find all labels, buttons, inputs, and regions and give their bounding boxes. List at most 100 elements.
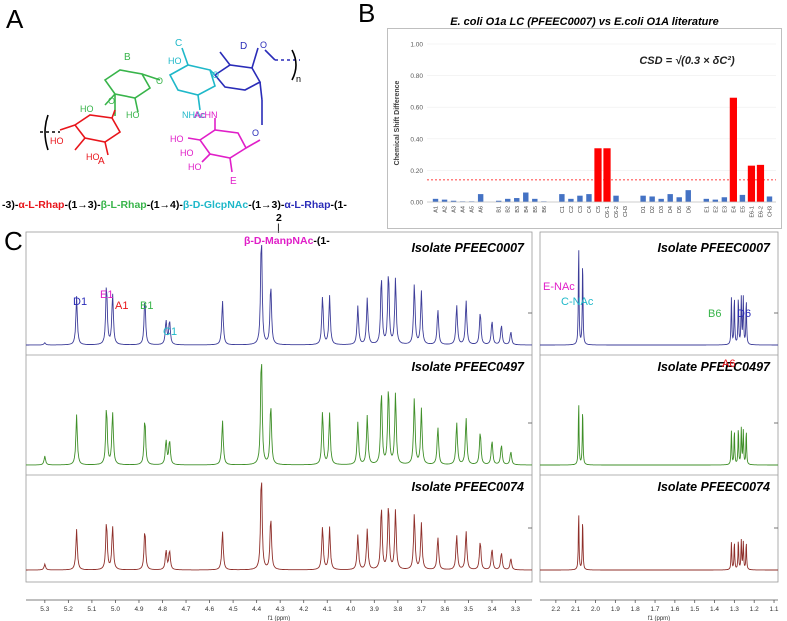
bar-A3: [450, 200, 457, 202]
residue-e-ring: [198, 129, 248, 159]
left-frame: [25, 231, 533, 583]
x-tick-label: C1: [560, 206, 566, 213]
spectrum-trace-2: [26, 364, 532, 466]
spectrum-title-1: Isolate PFEEC0007: [411, 241, 525, 255]
x-tick-label: E1: [704, 206, 710, 213]
sequence-part-4: -(1→4)-: [146, 199, 183, 211]
x-tick-label: E5: [740, 206, 746, 213]
bar-B3: [514, 198, 520, 202]
bar-E6-1: [747, 165, 756, 202]
bar-CH3: [766, 196, 773, 202]
atom-o-cd: O: [212, 70, 219, 80]
y-axis-label: Chemical Shift Difference: [394, 80, 401, 165]
spectrum-title-6: Isolate PFEEC0074: [657, 480, 770, 494]
x-tick-label: D3: [659, 206, 665, 213]
x-axis-left-tick-label: 4.1: [323, 606, 332, 613]
x-axis-right-tick-label: 1.7: [651, 606, 660, 613]
y-tick-label: 0.20: [410, 168, 423, 175]
x-axis-right-tick-label: 1.8: [631, 606, 640, 613]
bar-A2: [441, 199, 448, 202]
csd-bar-chart: E. coli O1a LC (PFEEC0007) vs E.coli O1A…: [387, 16, 782, 229]
x-tick-label: A1: [434, 206, 440, 213]
bar-E1: [703, 198, 710, 202]
peak-label-d6: D6: [737, 308, 751, 320]
panel-letter-c: C: [4, 226, 23, 256]
x-axis-right-tick-label: 2.0: [591, 606, 600, 613]
atom-o-bc: O: [156, 76, 163, 86]
y-tick-label: 1.00: [410, 42, 423, 49]
y-tick-label: 0.80: [410, 73, 423, 80]
bar-B4: [523, 192, 529, 202]
residue-d-ring: [213, 64, 262, 91]
x-axis-left-tick-label: 4.4: [252, 606, 261, 613]
atom-ho-e3: HO: [188, 162, 202, 172]
x-tick-label: D5: [677, 206, 683, 213]
x-tick-label: C6-2: [614, 206, 620, 218]
x-tick-label: E6-1: [749, 206, 755, 218]
residue-c-ring: [168, 64, 216, 96]
bar-E2: [712, 199, 719, 202]
residue-c-label: C: [175, 38, 182, 49]
x-tick-label: E3: [722, 206, 728, 213]
spectrum-trace-6: [540, 515, 778, 571]
x-axis-right-tick-label: 1.9: [611, 606, 620, 613]
x-axis-right-tick-label: 2.2: [551, 606, 560, 613]
atom-ho-b2: HO: [126, 110, 140, 120]
chemical-structure: B C D A E n HO HO O O HO NHAc O O HO HO …: [40, 38, 301, 187]
panel-letter-a: A: [6, 4, 24, 34]
bar-E3: [721, 197, 728, 202]
x-tick-label: C2: [569, 206, 575, 213]
residue-b-label: B: [124, 52, 131, 63]
x-tick-label: C6-1: [605, 206, 611, 218]
bar-D3: [658, 198, 664, 202]
bar-B2: [505, 198, 511, 202]
peak-label-e-nac: E-NAc: [543, 281, 575, 293]
x-tick-label: CH3: [623, 206, 629, 217]
spectrum-trace-4: [540, 250, 778, 346]
x-tick-label: C3: [578, 206, 584, 213]
spectrum-trace-5: [540, 405, 778, 466]
sequence-part-1: α-L-Rhap: [18, 199, 65, 211]
peak-label-e1: E1: [100, 289, 113, 301]
branch-part-0: β-D-ManpNAc: [244, 235, 314, 247]
bar-D1: [640, 195, 646, 202]
x-axis-left-tick-label: 3.8: [393, 606, 402, 613]
atom-ho-b1: HO: [80, 104, 94, 114]
x-axis-right-tick-label: 2.1: [571, 606, 580, 613]
x-tick-label: B3: [515, 206, 521, 213]
bar-B5: [532, 198, 538, 202]
spectrum-title-5: Isolate PFEEC0497: [657, 360, 771, 374]
x-axis-left-tick-label: 4.0: [346, 606, 355, 613]
x-axis-right-tick-label: 1.4: [710, 606, 719, 613]
x-tick-label: B1: [497, 206, 503, 213]
right-frame: [539, 231, 779, 583]
bar-E6-2: [756, 164, 765, 202]
bar-A6: [477, 194, 484, 202]
sequence-part-7: α-L-Rhap: [284, 199, 331, 211]
x-axis-right-tick-label: 1.5: [690, 606, 699, 613]
atom-nhac-c: NHAc: [182, 110, 206, 120]
peak-label-b1: B1: [140, 300, 153, 312]
spectrum-title-2: Isolate PFEEC0497: [411, 360, 525, 374]
x-tick-label: A5: [470, 206, 476, 213]
csd-formula: CSD = √(0.3 × δC²): [639, 55, 735, 67]
x-tick-label: B4: [524, 206, 530, 213]
residue-a-label: A: [98, 156, 105, 167]
peak-label-c1: C1: [163, 326, 177, 338]
repeat-unit-sequence: -3)-α-L-Rhap-(1→3)-β-L-Rhap-(1→4)-β-D-Gl…: [2, 199, 347, 211]
spectrum-trace-1: [26, 244, 532, 346]
peak-label-a1: A1: [115, 300, 128, 312]
spectrum-title-3: Isolate PFEEC0074: [411, 480, 524, 494]
bar-D4: [667, 194, 673, 202]
bar-C3: [577, 195, 583, 202]
x-tick-label: E4: [731, 206, 737, 213]
x-axis-left-tick-label: 3.6: [440, 606, 449, 613]
bar-C5: [594, 148, 602, 202]
chart-title: E. coli O1a LC (PFEEC0007) vs E.coli O1A…: [450, 16, 719, 28]
sequence-part-5: β-D-GlcpNAc: [182, 199, 249, 211]
x-tick-label: C5: [596, 206, 602, 213]
x-tick-label: B5: [533, 206, 539, 213]
atom-o-d: O: [260, 40, 267, 50]
residue-a-ring: [73, 114, 122, 143]
atom-o-de: O: [252, 128, 259, 138]
